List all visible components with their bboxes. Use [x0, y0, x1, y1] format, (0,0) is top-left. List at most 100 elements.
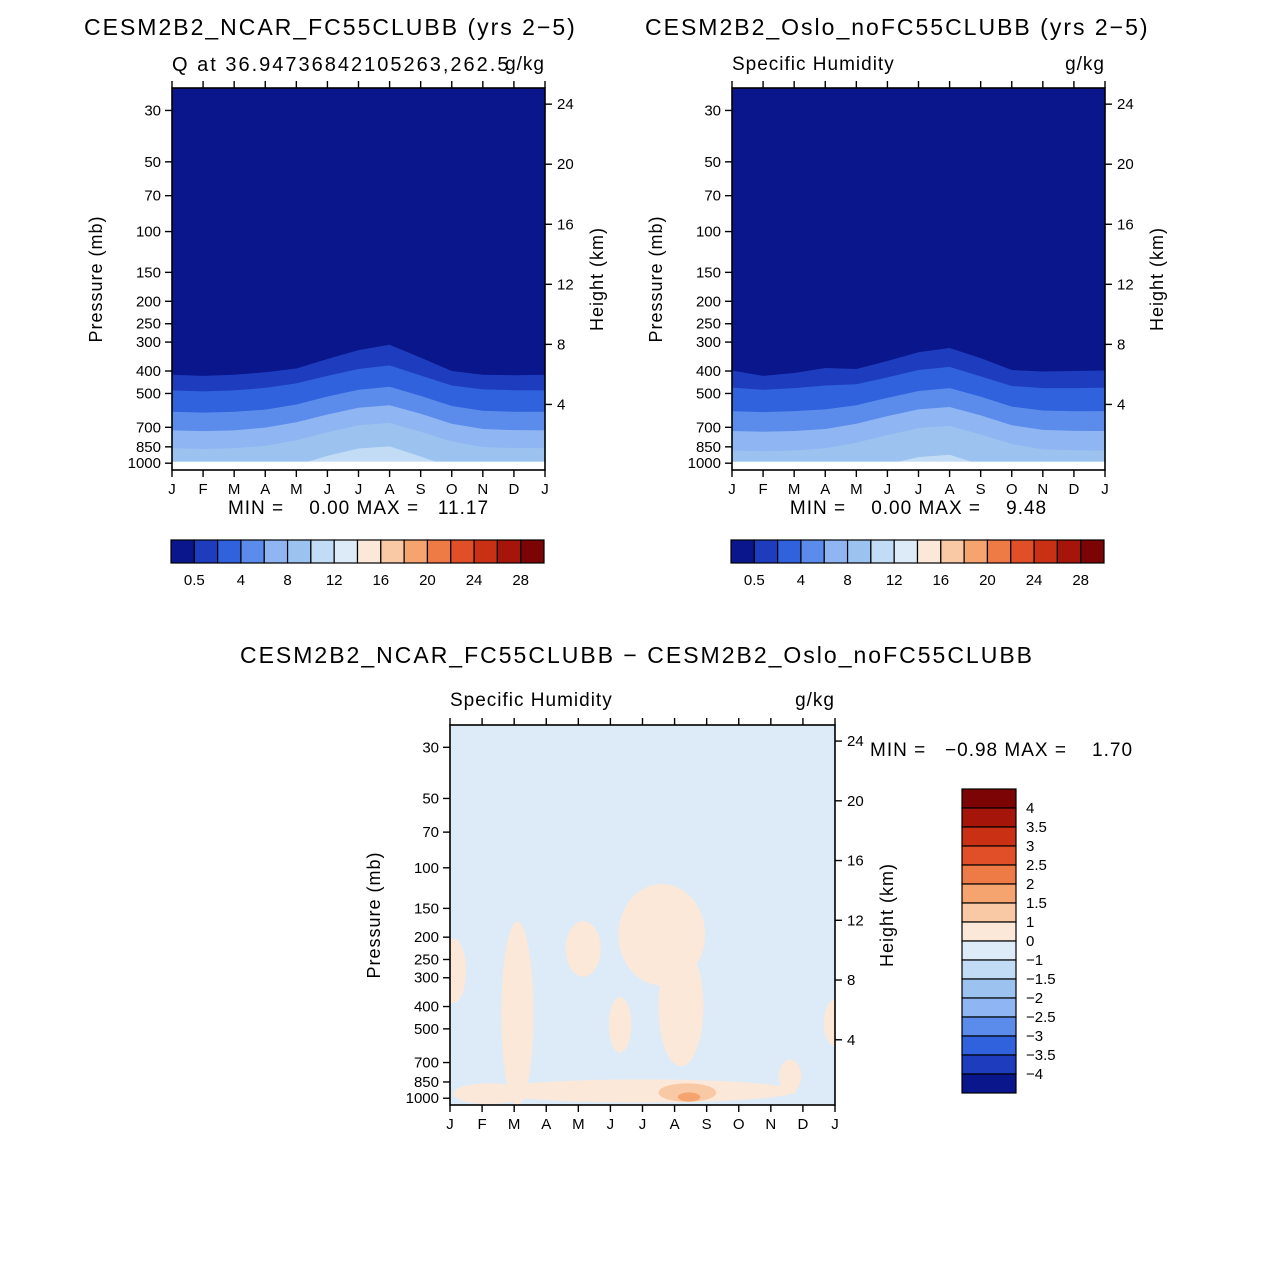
pressure-tick-label: 150 — [414, 900, 439, 917]
month-label: M — [508, 1116, 521, 1133]
colorbar-tick-label: −4 — [1026, 1066, 1043, 1083]
colorbar-cell — [961, 997, 1017, 1018]
height-axis-label: Height (km) — [1147, 227, 1167, 331]
month-label: O — [733, 1116, 745, 1133]
pressure-tick-label: 300 — [696, 334, 721, 351]
colorbar-tick-label: 12 — [326, 572, 343, 589]
month-label: M — [228, 481, 241, 498]
height-tick-label: 4 — [1117, 396, 1125, 413]
colorbar-tick-label: 28 — [1072, 572, 1089, 589]
colorbar-tick-label: −2.5 — [1026, 1009, 1056, 1026]
panel-b-minmax: MIN = 0.00 MAX = 9.48 — [789, 498, 1048, 519]
month-label: F — [477, 1116, 486, 1133]
anomaly-patch — [658, 946, 704, 1067]
month-label: A — [260, 481, 270, 498]
anomaly-patch — [501, 921, 534, 1105]
pressure-axis-label: Pressure (mb) — [364, 851, 384, 978]
anomaly-patch — [823, 999, 835, 1046]
month-label: J — [446, 1116, 454, 1133]
colorbar-cell — [961, 1035, 1017, 1056]
month-label: S — [702, 1116, 712, 1133]
height-tick-label: 24 — [557, 96, 574, 113]
anomaly-patch — [778, 1059, 802, 1093]
pressure-tick-label: 100 — [414, 860, 439, 877]
pressure-tick-label: 700 — [136, 419, 161, 436]
colorbar-cell — [961, 845, 1017, 866]
colorbar-cell — [193, 539, 219, 564]
colorbar-tick-label: 3.5 — [1026, 819, 1047, 836]
colorbar-cell — [356, 539, 382, 564]
height-tick-label: 8 — [557, 336, 565, 353]
colorbar-tick-label: 24 — [466, 572, 483, 589]
pressure-tick-label: 1000 — [688, 455, 721, 472]
pressure-tick-label: 850 — [136, 439, 161, 456]
colorbar-cell — [961, 788, 1017, 809]
pressure-tick-label: 850 — [696, 439, 721, 456]
colorbar-cell — [846, 539, 872, 564]
pressure-tick-label: 400 — [136, 363, 161, 380]
colorbar-cell — [961, 902, 1017, 923]
month-label: J — [607, 1116, 615, 1133]
month-label: F — [758, 481, 767, 498]
month-label: S — [416, 481, 426, 498]
colorbar-tick-label: 16 — [932, 572, 949, 589]
panel-a-subtitle-left: Q at 36.94736842105263,262.5 — [172, 54, 511, 76]
month-label: F — [198, 481, 207, 498]
month-label: J — [884, 481, 892, 498]
anomaly-patch — [677, 1092, 701, 1102]
pressure-tick-label: 400 — [414, 999, 439, 1016]
month-label: N — [765, 1116, 776, 1133]
colorbar-tick-label: 4 — [797, 572, 805, 589]
height-tick-label: 12 — [1117, 276, 1134, 293]
colorbar-cell — [380, 539, 405, 564]
colorbar-tick-label: 28 — [512, 572, 529, 589]
panel-b-subtitle-units: g/kg — [1065, 54, 1105, 75]
contour-band — [732, 425, 1105, 470]
month-label: J — [168, 481, 176, 498]
month-label: J — [728, 481, 736, 498]
colorbar-tick-label: 1 — [1026, 914, 1034, 931]
colorbar-cell — [961, 883, 1017, 904]
month-label: A — [945, 481, 955, 498]
month-label: J — [541, 481, 549, 498]
colorbar-tick-label: 2 — [1026, 876, 1034, 893]
colorbar-tick-label: 1.5 — [1026, 895, 1047, 912]
pressure-tick-label: 70 — [704, 188, 721, 205]
height-axis-label: Height (km) — [587, 227, 607, 331]
height-tick-label: 12 — [847, 912, 864, 929]
month-label: S — [976, 481, 986, 498]
pressure-tick-label: 500 — [696, 385, 721, 402]
colorbar-cell — [961, 826, 1017, 847]
height-tick-label: 8 — [847, 972, 855, 989]
panel-c-minmax: MIN = −0.98 MAX = 1.70 — [870, 740, 1134, 761]
colorbar-tick-label: 20 — [419, 572, 436, 589]
month-label: M — [788, 481, 801, 498]
surface-mask — [172, 461, 545, 470]
pressure-tick-label: 30 — [144, 102, 161, 119]
month-label: A — [385, 481, 395, 498]
colorbar-cell — [753, 539, 779, 564]
pressure-tick-label: 30 — [422, 739, 439, 756]
pressure-tick-label: 400 — [696, 363, 721, 380]
colorbar-tick-label: 3 — [1026, 838, 1034, 855]
height-tick-label: 12 — [557, 276, 574, 293]
panel-a-subtitle-units: g/kg — [505, 54, 545, 75]
pressure-tick-label: 250 — [136, 316, 161, 333]
colorbar-tick-label: 24 — [1026, 572, 1043, 589]
panel-c-colorbar: 4 3.5 3 2.5 2 1.5 1 0 −1 −1.5 −2 −2.5 −3 −3.5 −4 — [961, 788, 1056, 1094]
panel-a-colorbar: 0.5 4 8 12 16 20 24 28 — [170, 539, 545, 589]
height-tick-label: 4 — [847, 1032, 855, 1049]
height-tick-label: 4 — [557, 396, 565, 413]
colorbar-cell — [286, 539, 312, 564]
height-tick-label: 24 — [847, 733, 864, 750]
panel-b-title: CESM2B2_Oslo_noFC55CLUBB (yrs 2−5) — [645, 14, 1150, 40]
colorbar-tick-label: 4 — [1026, 800, 1034, 817]
panel-c-subtitle-units: g/kg — [795, 690, 835, 711]
colorbar-cell — [450, 539, 475, 564]
colorbar-cell — [520, 539, 545, 564]
colorbar-tick-label: 0.5 — [744, 572, 765, 589]
height-tick-label: 20 — [847, 793, 864, 810]
height-axis-label: Height (km) — [877, 863, 897, 967]
colorbar-cell — [310, 539, 335, 564]
